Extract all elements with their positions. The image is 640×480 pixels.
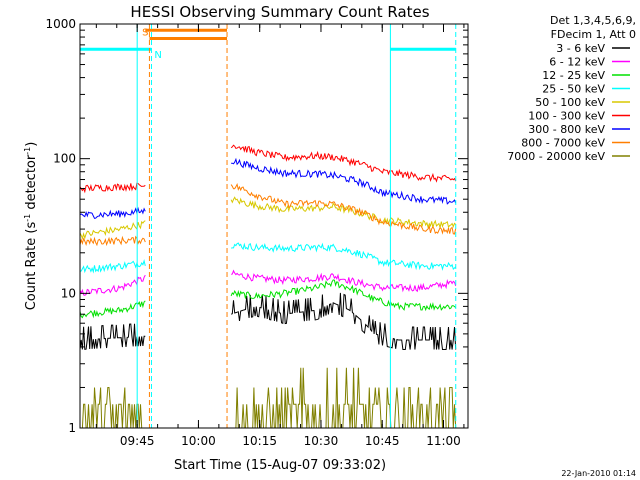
legend-label-7000-20000-kev: 7000 - 20000 keV xyxy=(507,150,605,163)
series-300-800-kev-line xyxy=(79,206,146,219)
y-tick-label: 1000 xyxy=(45,17,76,31)
x-tick-label: 10:45 xyxy=(365,434,400,448)
legend-label-25-50-kev: 25 - 50 keV xyxy=(542,83,605,96)
x-tick-label: 10:00 xyxy=(181,434,216,448)
y-axis-label-part-3: ) xyxy=(24,142,39,147)
legend-label-800-7000-kev: 800 - 7000 keV xyxy=(521,137,605,150)
x-tick-label: 11:00 xyxy=(426,434,461,448)
series-3-6-kev-line xyxy=(230,292,457,350)
series-12-25-kev-line xyxy=(230,279,457,312)
series-12-25-kev-line xyxy=(79,300,146,319)
y-axis-label-part-2: detector xyxy=(24,154,39,214)
legend-label-300-800-kev: 300 - 800 keV xyxy=(528,123,605,136)
y-tick-label: 1 xyxy=(68,421,76,435)
legend-label-12-25-kev: 12 - 25 keV xyxy=(542,69,605,82)
series-800-7000-kev-line xyxy=(230,182,457,235)
y-tick-label: 10 xyxy=(61,286,76,300)
series-25-50-kev-line xyxy=(79,259,146,274)
series-25-50-kev-line xyxy=(231,242,457,271)
x-tick-label: 10:15 xyxy=(242,434,277,448)
y-axis-label-exponent-1: -1 xyxy=(23,214,32,222)
x-axis: 09:45 10:00 10:15 10:30 10:45 11:00 xyxy=(95,24,465,448)
series-100-300-kev-line xyxy=(230,144,457,183)
y-axis-label: Count Rate (s-1 detector-1) xyxy=(23,142,39,311)
x-tick-label: 09:45 xyxy=(120,434,155,448)
x-tick-label: 10:30 xyxy=(304,434,339,448)
plot-frame xyxy=(79,23,469,429)
chart-title: HESSI Observing Summary Count Rates xyxy=(130,3,429,21)
series-800-7000-kev-line xyxy=(79,235,146,247)
plot-content: SN xyxy=(79,24,457,429)
annotation-s: S xyxy=(142,28,148,39)
annotation-n: N xyxy=(154,50,161,61)
y-axis-label-exponent-2: -1 xyxy=(23,147,32,155)
y-tick-label: 100 xyxy=(53,152,76,166)
legend: Det 1,3,4,5,6,9, FDecim 1, Att 0 3 - 6 k… xyxy=(507,14,636,163)
series-7000-20000-kev-line xyxy=(231,367,457,429)
series-6-12-kev-line xyxy=(231,269,457,293)
legend-label-50-100-kev: 50 - 100 keV xyxy=(535,96,605,109)
y-axis-label-part-1: Count Rate (s xyxy=(24,222,39,311)
x-axis-label: Start Time (15-Aug-07 09:33:02) xyxy=(174,458,386,473)
footer-timestamp: 22-Jan-2010 01:14 xyxy=(561,469,636,478)
series-3-6-kev-line xyxy=(79,323,146,350)
y-axis: 1 10 100 1000 xyxy=(45,17,468,435)
series-6-12-kev-line xyxy=(79,274,146,296)
legend-label-100-300-kev: 100 - 300 keV xyxy=(528,110,605,123)
series-50-100-kev-line xyxy=(79,220,146,240)
series-50-100-kev-line xyxy=(230,196,457,230)
legend-header-detectors: Det 1,3,4,5,6,9, xyxy=(550,14,636,27)
series-300-800-kev-line xyxy=(231,157,457,205)
legend-label-6-12-kev: 6 - 12 keV xyxy=(549,56,605,69)
legend-header-decimation: FDecim 1, Att 0 xyxy=(551,28,636,41)
series-100-300-kev-line xyxy=(79,182,146,194)
legend-label-3-6-kev: 3 - 6 keV xyxy=(556,42,605,55)
